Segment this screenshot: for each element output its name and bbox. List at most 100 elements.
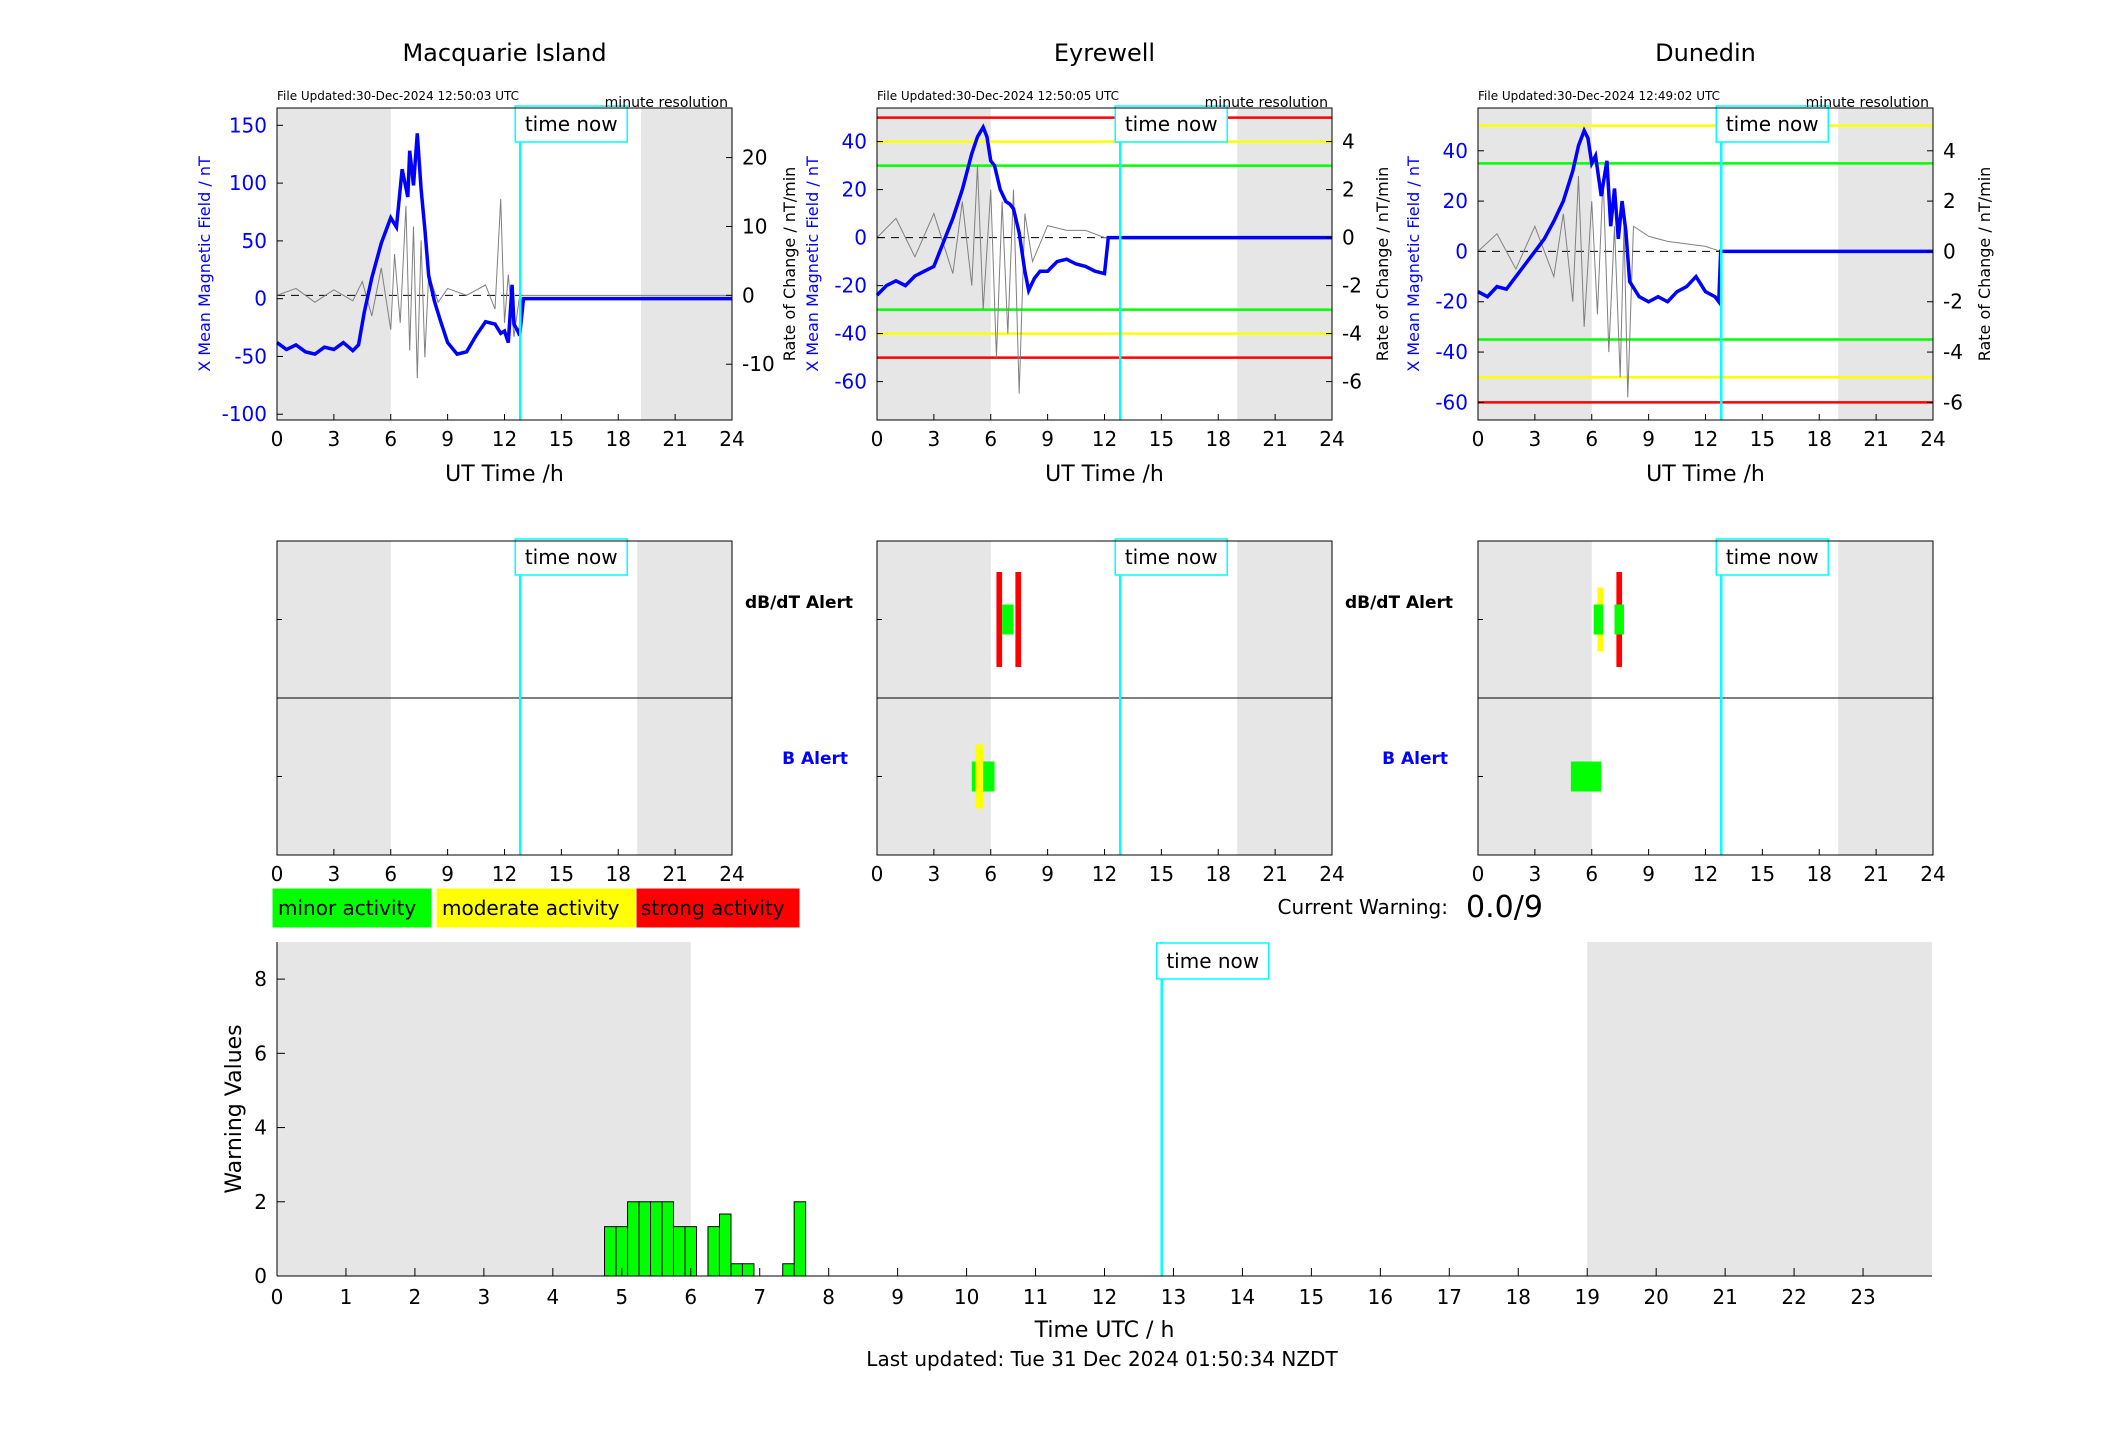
dbdt-alert-block — [996, 572, 1003, 667]
rate-of-change-line — [876, 165, 1332, 394]
x-tick-label: 12 — [1092, 862, 1117, 886]
x-tick-label: 18 — [606, 862, 631, 886]
dbdt-alert-block — [1002, 604, 1010, 635]
legend-minor-label: minor activity — [278, 896, 416, 920]
y-left-tick-label: -60 — [834, 370, 867, 394]
x-tick-label: 24 — [1319, 427, 1344, 451]
x-tick-label: 9 — [1642, 427, 1655, 451]
x-tick-label: 13 — [1161, 1285, 1186, 1309]
y-left-tick-label: -60 — [1435, 390, 1468, 414]
x-tick-label: 16 — [1368, 1285, 1393, 1309]
y-right-axis-label: Rate of Change / nT/min — [1373, 167, 1392, 362]
y-right-axis-label: Rate of Change / nT/min — [1975, 167, 1994, 362]
y-right-tick-label: 4 — [1342, 130, 1355, 154]
y-tick-label: 0 — [254, 1264, 267, 1288]
x-tick-label: 0 — [271, 427, 284, 451]
y-left-tick-label: 20 — [842, 178, 867, 202]
legend-minor-swatch — [271, 887, 433, 929]
night-shade — [641, 108, 732, 420]
b-alert-row-label: B Alert — [1382, 749, 1448, 769]
x-tick-label: 9 — [1642, 862, 1655, 886]
x-tick-label: 21 — [1863, 862, 1888, 886]
warning-bar — [718, 1213, 732, 1277]
panel-title: Macquarie Island — [402, 39, 606, 67]
x-axis-label: UT Time /h — [1045, 462, 1164, 487]
y-tick-label: 8 — [254, 967, 267, 991]
time-now-label: time now — [525, 112, 618, 136]
y-left-tick-label: 0 — [1455, 239, 1468, 263]
alert-panel-2: time now 0 3 6 9 12 15 18 21 24 dB/dT Alert B Alert — [1345, 538, 1946, 886]
y-right-tick-label: 0 — [742, 283, 755, 307]
x-tick-label: 12 — [1092, 427, 1117, 451]
b-alert-block — [975, 744, 984, 809]
x-tick-label: 2 — [409, 1285, 422, 1309]
b-alert-block — [983, 761, 995, 792]
x-tick-label: 14 — [1230, 1285, 1255, 1309]
x-tick-label: 15 — [1149, 427, 1174, 451]
x-tick-label: 7 — [753, 1285, 766, 1309]
x-tick-label: 24 — [719, 862, 744, 886]
x-tick-label: 12 — [1092, 1285, 1117, 1309]
rate-of-change-line — [1477, 175, 1933, 398]
x-tick-label: 21 — [1712, 1285, 1737, 1309]
y-right-tick-label: 20 — [742, 146, 767, 170]
x-axis-label: UT Time /h — [445, 462, 564, 487]
time-now-label: time now — [525, 545, 618, 569]
y-right-tick-label: 0 — [1342, 226, 1355, 250]
x-tick-label: 6 — [1585, 427, 1598, 451]
x-tick-label: 1 — [340, 1285, 353, 1309]
y-right-tick-label: -4 — [1342, 322, 1362, 346]
y-left-tick-label: 100 — [229, 171, 267, 195]
x-tick-label: 20 — [1643, 1285, 1668, 1309]
x-tick-label: 12 — [1693, 862, 1718, 886]
y-left-tick-label: -40 — [1435, 340, 1468, 364]
x-tick-label: 15 — [549, 427, 574, 451]
x-tick-label: 15 — [1750, 862, 1775, 886]
time-now-box — [1715, 538, 1829, 576]
y-left-tick-label: 40 — [1443, 139, 1468, 163]
x-tick-label: 10 — [954, 1285, 979, 1309]
x-tick-label: 24 — [1319, 862, 1344, 886]
y-left-tick-label: -20 — [834, 274, 867, 298]
x-tick-label: 21 — [662, 427, 687, 451]
x-axis-label: Time UTC / h — [1034, 1318, 1175, 1343]
x-tick-label: 3 — [328, 862, 341, 886]
night-shade — [1838, 108, 1933, 420]
y-right-tick-label: 10 — [742, 214, 767, 238]
time-now-label: time now — [1125, 112, 1218, 136]
night-shade — [1237, 108, 1332, 420]
y-left-tick-label: -100 — [222, 402, 267, 426]
dbdt-alert-block — [1614, 604, 1624, 635]
x-tick-label: 9 — [1041, 862, 1054, 886]
x-tick-label: 15 — [549, 862, 574, 886]
x-tick-label: 0 — [271, 862, 284, 886]
time-now-label: time now — [1726, 545, 1819, 569]
warning-bar — [741, 1263, 755, 1277]
x-tick-label: 18 — [1807, 862, 1832, 886]
y-left-tick-label: 40 — [842, 130, 867, 154]
y-tick-label: 4 — [254, 1116, 267, 1140]
x-tick-label: 3 — [328, 427, 341, 451]
time-now-box — [514, 105, 628, 143]
y-tick-label: 2 — [254, 1190, 267, 1214]
x-tick-label: 21 — [662, 862, 687, 886]
x-tick-label: 4 — [546, 1285, 559, 1309]
x-tick-label: 19 — [1574, 1285, 1599, 1309]
y-right-tick-label: 4 — [1943, 139, 1956, 163]
time-now-box — [1114, 538, 1228, 576]
x-tick-label: 22 — [1781, 1285, 1806, 1309]
time-now-label: time now — [1166, 949, 1259, 973]
time-now-box — [1715, 105, 1829, 143]
night-shade — [1587, 942, 1932, 1276]
x-tick-label: 3 — [1529, 427, 1542, 451]
warning-bar — [661, 1201, 675, 1277]
x-tick-label: 3 — [1529, 862, 1542, 886]
x-tick-label: 17 — [1437, 1285, 1462, 1309]
y-right-tick-label: -4 — [1943, 340, 1963, 364]
x-tick-label: 0 — [871, 862, 884, 886]
dbdt-alert-row-label: dB/dT Alert — [745, 593, 853, 613]
